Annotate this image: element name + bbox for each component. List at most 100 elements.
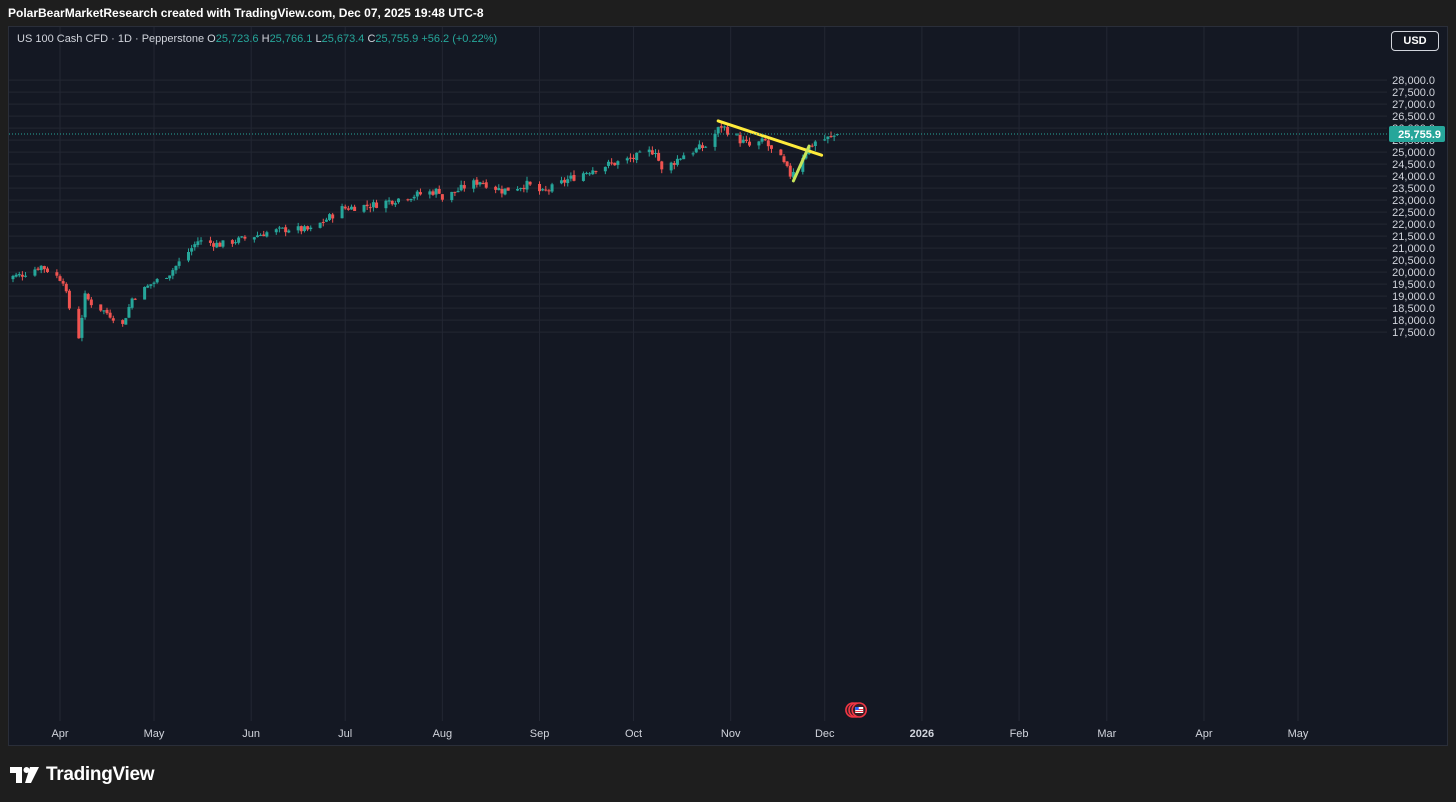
candle-body [735, 134, 739, 136]
candle [143, 286, 147, 300]
candle [55, 269, 59, 279]
candle-body [396, 198, 400, 203]
candle [365, 200, 369, 211]
candle [456, 187, 460, 193]
y-tick-label: 17,500.0 [1392, 327, 1435, 339]
candle [766, 138, 770, 151]
candle-body [174, 265, 178, 271]
candle [124, 317, 128, 325]
currency-button[interactable]: USD [1391, 31, 1439, 51]
candle [318, 222, 322, 229]
candle-body [121, 320, 125, 324]
y-tick-label: 22,500.0 [1392, 207, 1435, 219]
candle-body [835, 133, 839, 135]
candle-body [287, 230, 291, 233]
candle [215, 240, 219, 249]
candle [259, 233, 263, 237]
candle [588, 172, 592, 176]
us-flag-icon[interactable] [851, 702, 868, 718]
candle [230, 239, 234, 247]
open-label: O [207, 33, 216, 45]
candle-body [365, 204, 369, 207]
candle-body [127, 307, 131, 318]
candle-body [616, 161, 620, 165]
candle-body [669, 162, 673, 171]
candle [519, 187, 523, 192]
candle [99, 304, 103, 312]
candle [371, 199, 375, 212]
candle-body [760, 138, 764, 142]
candle [713, 129, 717, 151]
candle [657, 149, 661, 162]
candle-body [240, 236, 244, 238]
candle [11, 274, 15, 283]
candle [155, 278, 159, 284]
candle-body [58, 276, 62, 281]
candle [669, 161, 673, 174]
candle [591, 167, 595, 175]
y-tick-label: 18,500.0 [1392, 303, 1435, 315]
attribution-header: PolarBearMarketResearch created with Tra… [0, 0, 1456, 26]
candle-body [628, 157, 632, 159]
candle [64, 282, 68, 294]
candle [741, 136, 745, 144]
close-value: 25,755.9 [375, 33, 419, 45]
candle-body [826, 136, 830, 139]
candle [428, 189, 432, 199]
candle-body [45, 268, 49, 273]
candle-body [409, 199, 413, 201]
symbol-name[interactable]: US 100 Cash CFD · 1D · Pepperstone [17, 33, 205, 45]
candle [80, 314, 84, 342]
candle-body [635, 152, 639, 161]
candle [20, 271, 24, 281]
candle [603, 166, 607, 175]
flag-stripe [855, 709, 864, 710]
tradingview-logo[interactable]: TradingView [10, 764, 155, 786]
candle [281, 227, 285, 229]
candle [396, 198, 400, 204]
candle-body [494, 186, 498, 190]
y-tick-label: 21,500.0 [1392, 231, 1435, 243]
candle [418, 188, 422, 196]
candle [33, 266, 37, 277]
candle-body [309, 227, 313, 230]
attribution-text: PolarBearMarketResearch created with Tra… [8, 6, 484, 20]
candle [14, 272, 18, 278]
candle-body [594, 171, 598, 173]
candle-body [387, 200, 391, 202]
candle [86, 292, 90, 301]
x-tick-label: Apr [1195, 728, 1212, 740]
candle-body [638, 151, 642, 153]
candle [190, 244, 194, 256]
candle-body [111, 318, 115, 321]
candle-body [450, 191, 454, 201]
candle-body [647, 149, 651, 153]
candle [412, 194, 416, 201]
candle [503, 188, 507, 196]
candle-body [541, 189, 545, 191]
candle-body [274, 229, 278, 233]
candle-body [788, 165, 792, 177]
candle-body [331, 214, 335, 219]
candle-body [437, 188, 441, 194]
candle-body [506, 187, 510, 191]
candle [581, 171, 585, 182]
candle-body [581, 173, 585, 181]
candle [83, 290, 87, 320]
candle [252, 236, 256, 243]
candle-body [215, 242, 219, 248]
low-value: 25,673.4 [321, 33, 365, 45]
candle [406, 198, 410, 202]
candle-body [428, 191, 432, 195]
candle [544, 185, 548, 192]
candle [541, 188, 545, 192]
chart-panel[interactable]: 17,500.0 18,000.0 18,500.0 19,000.0 19,500.0… [8, 26, 1448, 746]
candle-body [393, 203, 397, 205]
candle-body [208, 240, 212, 243]
candle-body [171, 270, 175, 276]
candle-body [481, 183, 485, 185]
y-tick-label: 24,000.0 [1392, 171, 1435, 183]
candlestick-chart[interactable]: 17,500.018,000.018,500.019,000.019,500.0… [9, 27, 1447, 745]
candle-body [133, 298, 137, 300]
x-tick-label: Sep [530, 728, 550, 740]
